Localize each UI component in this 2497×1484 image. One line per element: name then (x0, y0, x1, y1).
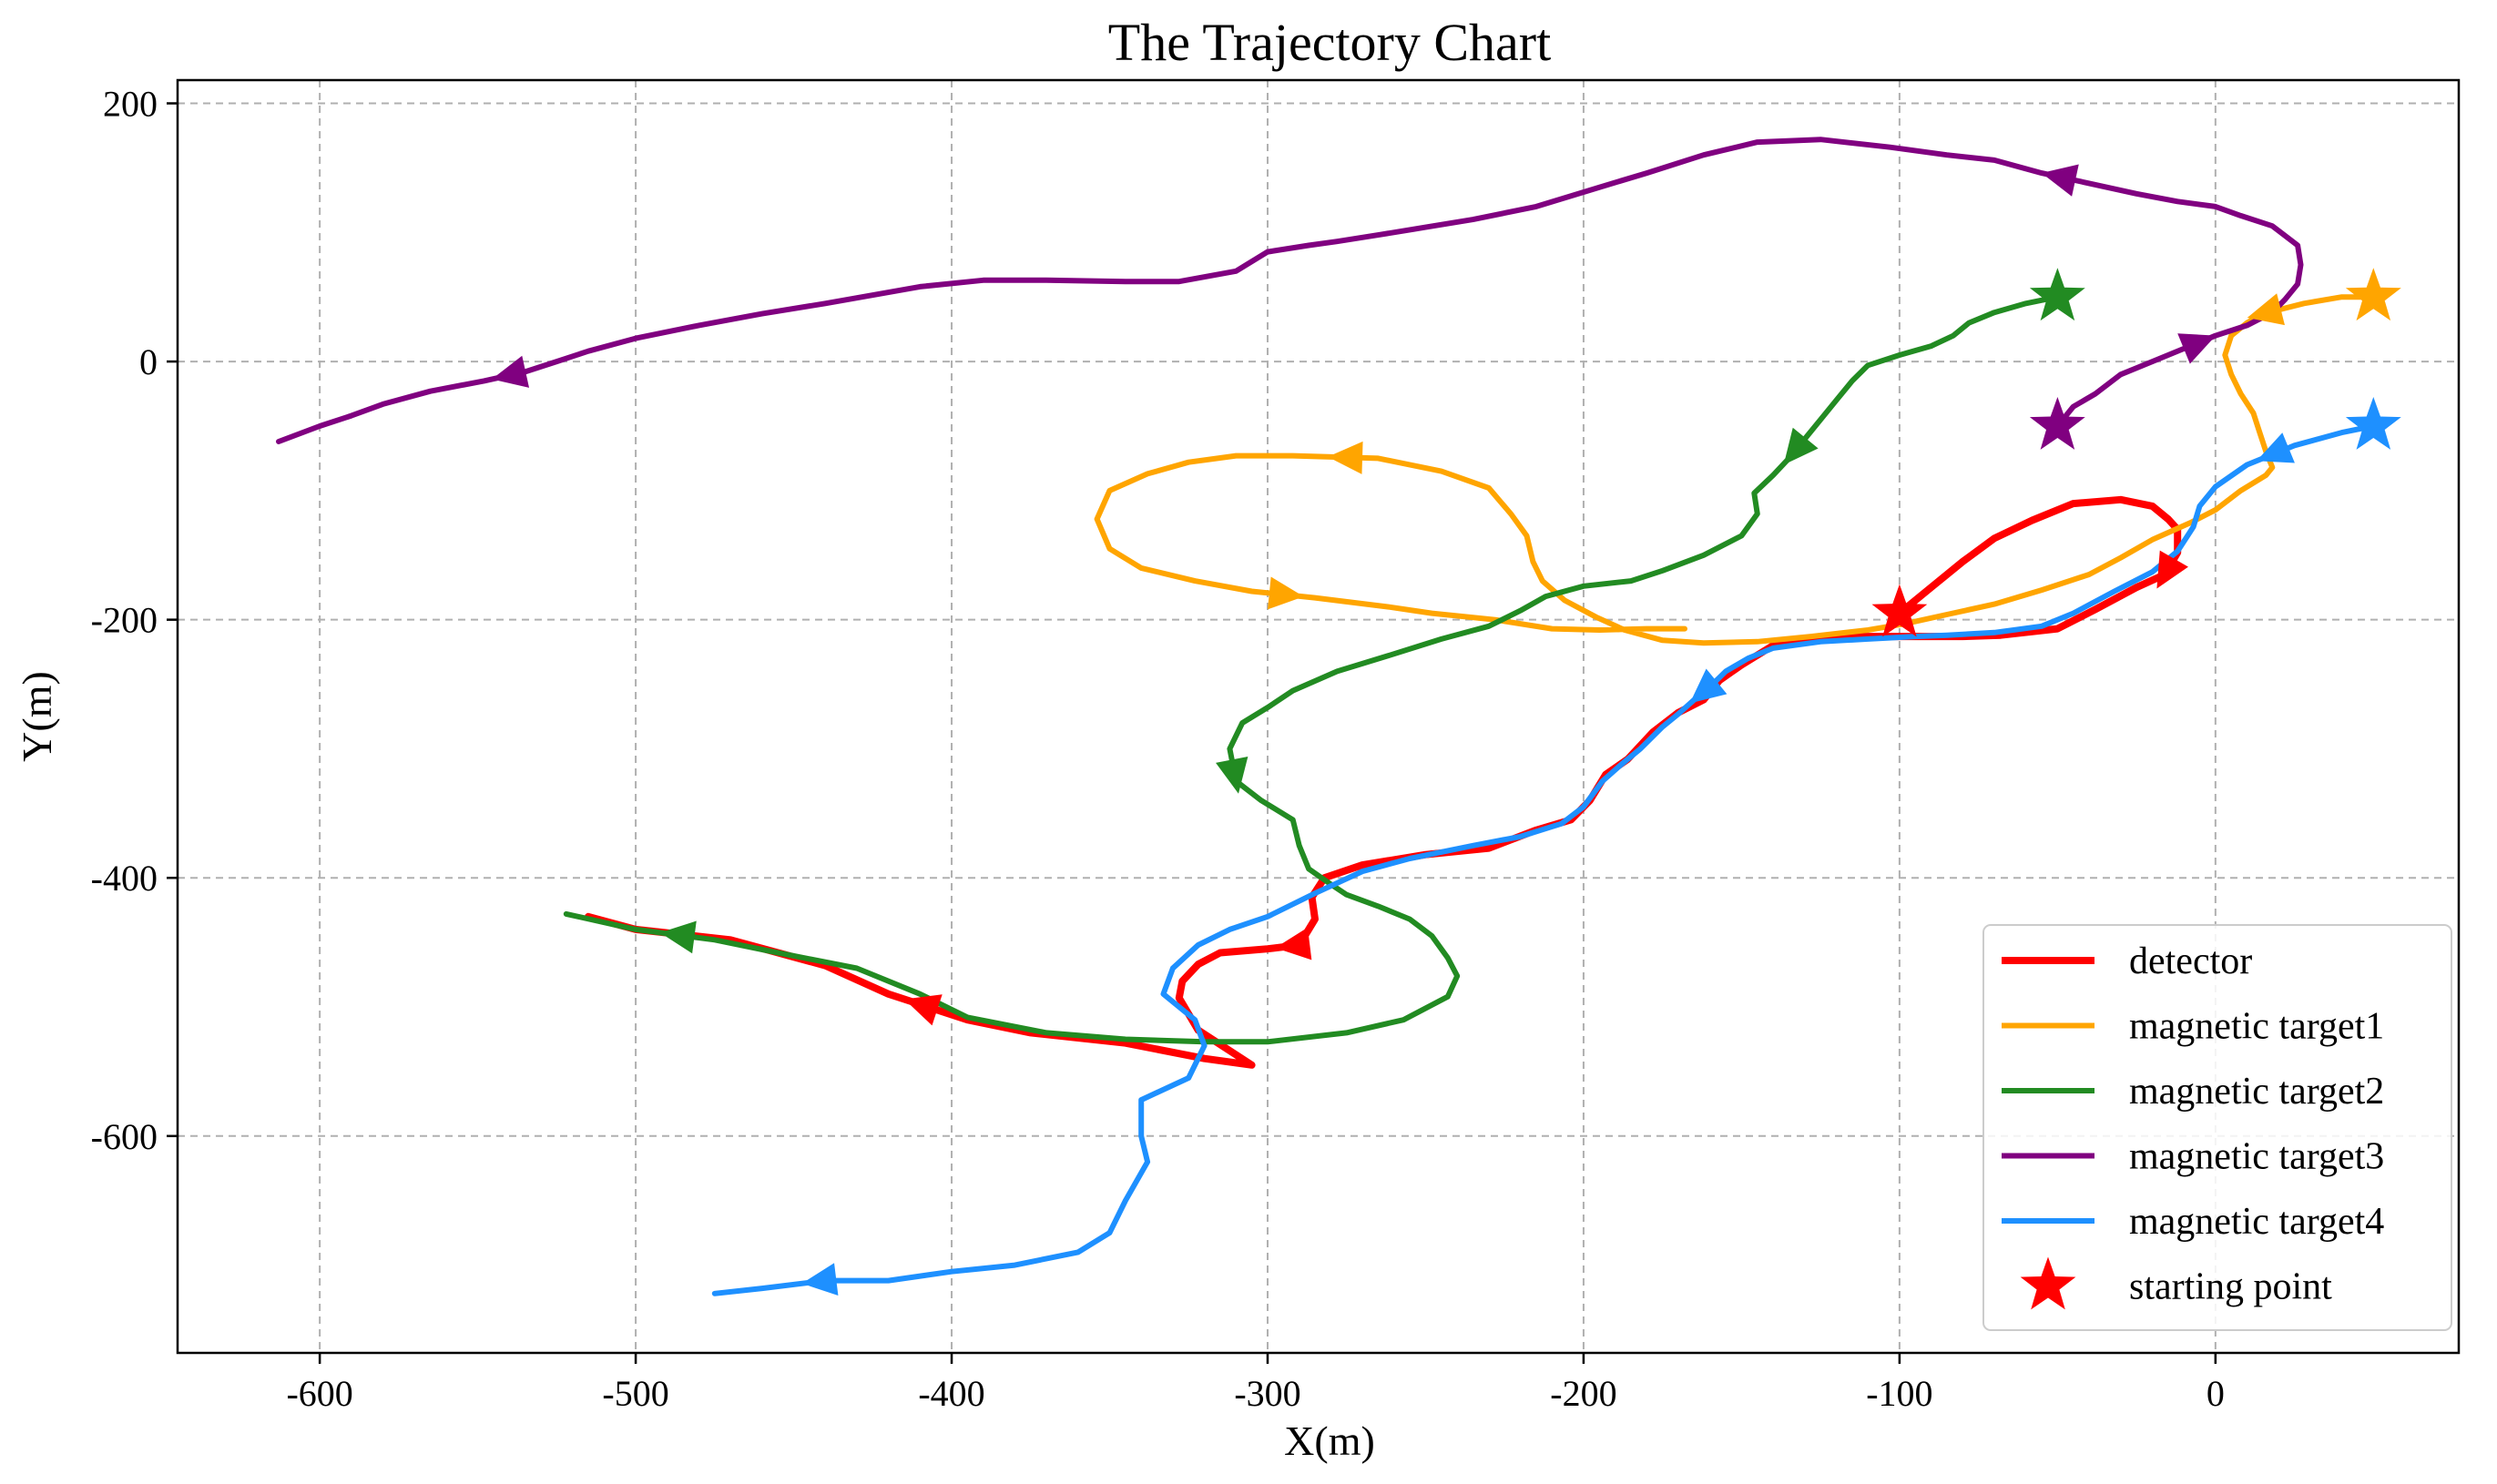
direction-arrow-detector (1275, 927, 1312, 961)
direction-arrow-magnetic-target4 (2256, 432, 2295, 463)
chart-title: The Trajectory Chart (1108, 13, 1551, 72)
direction-arrow-magnetic-target2 (1783, 427, 1819, 465)
legend-label: magnetic target2 (2129, 1071, 2384, 1113)
direction-arrow-magnetic-target3 (492, 355, 530, 388)
legend-label: magnetic target3 (2129, 1136, 2384, 1178)
direction-arrow-magnetic-target2 (659, 920, 697, 954)
direction-arrow-magnetic-target4 (1689, 668, 1728, 704)
axis-ticks: -600 -500 -400 -300 -200 -100 0 200 0 -200 -400 -60… (91, 84, 2225, 1414)
starting-point-marker-magnetic-target2 (2029, 268, 2085, 321)
starting-point-marker-detector (1871, 584, 1928, 637)
y-tick-label: -200 (91, 600, 158, 641)
x-tick-label: -400 (918, 1373, 984, 1414)
y-tick-label: 0 (139, 341, 158, 382)
starting-point-marker-magnetic-target1 (2345, 268, 2401, 321)
legend: detector magnetic target1 magnetic target2… (1982, 924, 2452, 1331)
direction-arrow-magnetic-target3 (2177, 333, 2217, 364)
direction-arrow-magnetic-target1 (2247, 293, 2285, 326)
x-axis-label: X(m) (1284, 1418, 1375, 1464)
x-tick-label: 0 (2207, 1373, 2225, 1414)
direction-arrow-magnetic-target1 (1268, 576, 1304, 610)
direction-arrow-magnetic-target1 (1328, 441, 1363, 474)
legend-label: starting point (2129, 1266, 2332, 1308)
legend-box (1982, 924, 2452, 1331)
series-line-magnetic-target2 (563, 294, 2061, 1045)
direction-arrow-magnetic-target4 (801, 1263, 839, 1296)
starting-point-marker-magnetic-target4 (2345, 397, 2401, 450)
x-tick-label: -100 (1866, 1373, 1932, 1414)
direction-arrow-magnetic-target3 (2041, 164, 2079, 197)
legend-label: magnetic target1 (2129, 1006, 2384, 1048)
legend-label: detector (2129, 940, 2252, 982)
y-axis-label: Y(m) (14, 671, 60, 762)
direction-arrow-magnetic-target2 (1216, 757, 1248, 794)
series-markers (492, 164, 2401, 1296)
x-tick-label: -200 (1550, 1373, 1616, 1414)
y-tick-label: -400 (91, 858, 158, 899)
direction-arrow-detector (2156, 550, 2188, 589)
y-tick-label: 200 (103, 84, 158, 125)
plot-frame (176, 78, 2461, 1355)
x-tick-label: -300 (1234, 1373, 1300, 1414)
series-line-magnetic-target1 (1094, 294, 2377, 646)
starting-point-marker-magnetic-target3 (2029, 397, 2085, 450)
y-tick-label: -600 (91, 1116, 158, 1157)
legend-label: magnetic target4 (2129, 1201, 2384, 1243)
series-lines (276, 137, 2377, 1296)
x-tick-label: -500 (602, 1373, 668, 1414)
series-line-magnetic-target3 (276, 137, 2304, 444)
legend-star-icon (2020, 1256, 2076, 1310)
x-tick-label: -600 (286, 1373, 352, 1414)
direction-arrow-detector (903, 994, 943, 1026)
series-line-magnetic-target4 (711, 423, 2377, 1296)
